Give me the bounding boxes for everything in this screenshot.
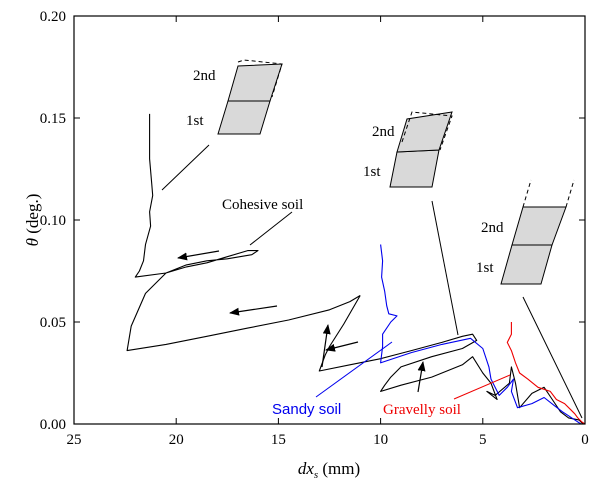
x-tick-label: 5 <box>479 432 487 448</box>
x-axis-label-unit: (mm) <box>318 459 360 478</box>
schematic-sandy: 2nd 1st <box>363 111 459 336</box>
block-second-initial <box>401 111 453 151</box>
block-second <box>227 63 283 102</box>
label-gravelly-soil: Gravelly soil <box>383 402 461 418</box>
schematic-gravelly: 2nd 1st <box>476 179 583 419</box>
dashed-left <box>522 179 532 208</box>
x-axis-label: dxs (mm) <box>298 459 360 481</box>
leader-sandy <box>431 200 459 336</box>
leader-cohesive <box>161 144 210 191</box>
series-line-sandy-soil-0 <box>380 244 582 425</box>
label-2nd-b: 2nd <box>372 124 395 140</box>
x-tick-label: 15 <box>271 432 286 448</box>
leader-sandy-label <box>315 341 393 398</box>
y-tick-label: 0.05 <box>40 315 66 331</box>
label-1st-b: 1st <box>363 164 381 180</box>
x-tick-label: 20 <box>169 432 184 448</box>
y-axis-label: θ (deg.) <box>23 194 42 247</box>
label-sandy-soil: Sandy soil <box>272 401 341 418</box>
x-axis-label-main: dx <box>298 459 315 478</box>
block-first <box>217 100 271 135</box>
tick-marks: 25 20 15 10 5 0 0.00 0.05 0.10 0.15 0.20 <box>40 9 589 448</box>
leader-gravelly-label <box>453 374 511 400</box>
label-2nd-a: 2nd <box>193 68 216 84</box>
block-second <box>511 206 567 246</box>
x-tick-label: 25 <box>67 432 82 448</box>
series-line-cohesive-soil-0 <box>126 113 361 352</box>
schematic-cohesive: 2nd 1st <box>161 59 283 191</box>
leader-gravelly <box>522 296 583 419</box>
y-tick-label: 0.10 <box>40 213 66 229</box>
arrow-left-1 <box>177 250 220 261</box>
label-cohesive-soil: Cohesive soil <box>222 197 303 213</box>
arrow-up-1 <box>321 324 331 368</box>
block-second <box>396 111 453 153</box>
y-tick-label: 0.15 <box>40 111 66 127</box>
label-1st-c: 1st <box>476 260 494 276</box>
label-2nd-c: 2nd <box>481 220 504 236</box>
direction-arrows <box>177 250 426 393</box>
y-axis-label-main: θ <box>23 238 42 246</box>
arrow-up-2 <box>417 361 426 393</box>
plot-area <box>126 113 586 425</box>
x-axis-label-sub: s <box>314 469 318 481</box>
series-line-cohesive-soil-1 <box>318 295 584 425</box>
series-line-gravelly-soil-0 <box>506 322 586 425</box>
label-1st-a: 1st <box>186 113 204 129</box>
block-first <box>500 244 553 285</box>
leader-cohesive-label <box>249 211 293 246</box>
y-tick-label: 0.00 <box>40 417 66 433</box>
y-axis-label-unit: (deg.) <box>23 194 42 238</box>
x-tick-label: 10 <box>373 432 388 448</box>
y-tick-label: 0.20 <box>40 9 66 25</box>
block-first <box>389 149 440 188</box>
arrow-left-2 <box>229 305 278 316</box>
arrow-left-3 <box>325 341 359 352</box>
dashed-right <box>565 179 575 208</box>
x-tick-label: 0 <box>581 432 589 448</box>
block-second-initial <box>237 59 283 98</box>
